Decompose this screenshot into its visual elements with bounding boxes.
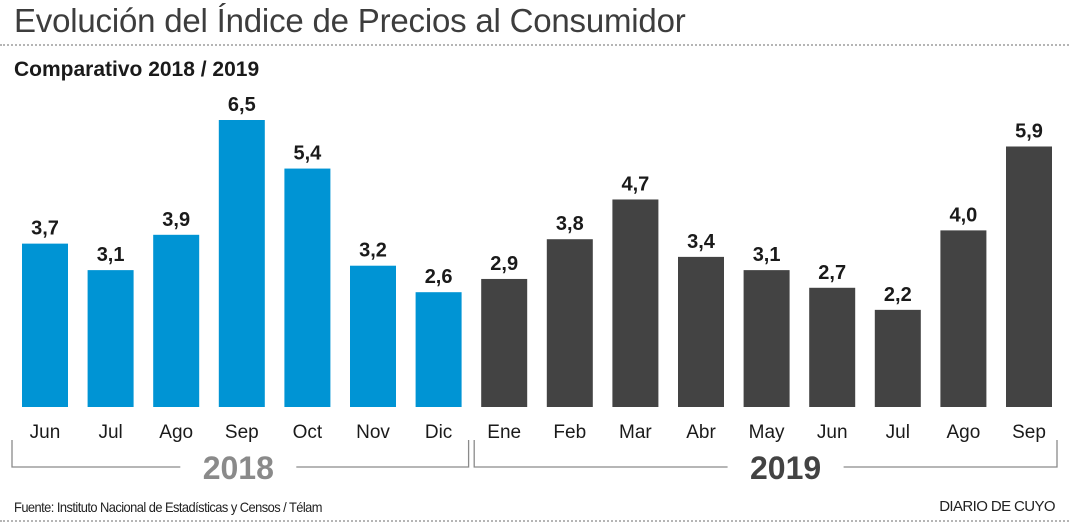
top-dotted-divider [0, 44, 1069, 46]
bar-2019-ene [481, 278, 528, 407]
value-label-2019-feb: 3,8 [556, 213, 584, 235]
category-label-2018-ago: Ago [159, 422, 193, 443]
year-brackets-layer: 2018 2019 [11, 440, 1058, 486]
category-label-2019-ene: Ene [487, 422, 521, 443]
chart-subtitle: Comparativo 2018 / 2019 [14, 58, 260, 81]
category-label-2019-may: May [749, 422, 785, 443]
year-label-2019: 2019 [750, 450, 821, 486]
value-labels-layer: 3,7 3,1 3,9 6,5 5,4 3,2 2,6 2,9 3,8 4,7 3,4 3,1 2,7 2… [31, 94, 1043, 306]
value-label-2018-sep: 6,5 [228, 94, 256, 116]
category-labels-layer: Jun Jul Ago Sep Oct Nov Dic Ene Feb Mar Abr May Jun J… [30, 422, 1046, 443]
bar-2018-ago [153, 234, 200, 407]
bar-2018-oct [284, 168, 331, 407]
bar-2019-jul [874, 309, 921, 407]
value-label-2018-dic: 2,6 [425, 266, 453, 288]
bar-2019-feb [546, 239, 593, 407]
category-label-2018-jul: Jul [98, 422, 122, 443]
bar-2018-nov [350, 265, 396, 407]
category-label-2018-sep: Sep [225, 422, 259, 443]
category-label-2019-ago: Ago [946, 422, 980, 443]
bar-2019-sep [1006, 146, 1052, 407]
category-label-2018-nov: Nov [356, 422, 390, 443]
bar-2019-abr [678, 256, 724, 407]
value-label-2018-jun: 3,7 [31, 218, 59, 240]
year-bracket-2019 [473, 440, 1058, 468]
bar-2018-jul [87, 270, 134, 407]
bars-layer [22, 120, 1052, 407]
value-label-2019-sep: 5,9 [1015, 120, 1043, 142]
value-label-2018-nov: 3,2 [359, 240, 387, 262]
bar-2019-mar [612, 199, 659, 407]
bottom-dotted-divider [0, 520, 1069, 522]
chart-title: Evolución del Índice de Precios al Consu… [14, 2, 686, 39]
publisher-brand: DIARIO DE CUYO [939, 498, 1055, 515]
bar-2019-ago [940, 230, 987, 407]
category-label-2019-abr: Abr [686, 422, 716, 443]
category-label-2019-jun: Jun [817, 422, 848, 443]
value-label-2019-mar: 4,7 [621, 173, 649, 195]
category-label-2018-oct: Oct [293, 422, 323, 443]
category-label-2019-sep: Sep [1012, 422, 1046, 443]
value-label-2019-may: 3,1 [753, 244, 781, 266]
value-label-2019-ago: 4,0 [949, 204, 977, 226]
value-label-2019-jul: 2,2 [884, 284, 912, 306]
bar-2018-jun [22, 243, 68, 407]
source-note: Fuente: Instituto Nacional de Estadístic… [14, 499, 323, 515]
bar-2019-jun [809, 287, 856, 407]
value-label-2018-ago: 3,9 [162, 209, 190, 231]
bar-2018-sep [218, 120, 265, 407]
year-bracket-2018 [11, 440, 470, 468]
category-label-2018-dic: Dic [425, 422, 452, 443]
category-label-2019-jul: Jul [886, 422, 910, 443]
category-label-2019-mar: Mar [619, 422, 652, 443]
bar-2019-may [743, 270, 790, 407]
value-label-2018-jul: 3,1 [97, 244, 125, 266]
value-label-2019-jun: 2,7 [818, 262, 846, 284]
category-label-2018-jun: Jun [30, 422, 61, 443]
value-label-2019-abr: 3,4 [687, 231, 716, 253]
category-label-2019-feb: Feb [553, 422, 586, 443]
value-label-2019-ene: 2,9 [490, 253, 518, 275]
bar-2018-dic [415, 292, 462, 407]
year-label-2018: 2018 [203, 450, 274, 486]
value-label-2018-oct: 5,4 [293, 143, 322, 165]
